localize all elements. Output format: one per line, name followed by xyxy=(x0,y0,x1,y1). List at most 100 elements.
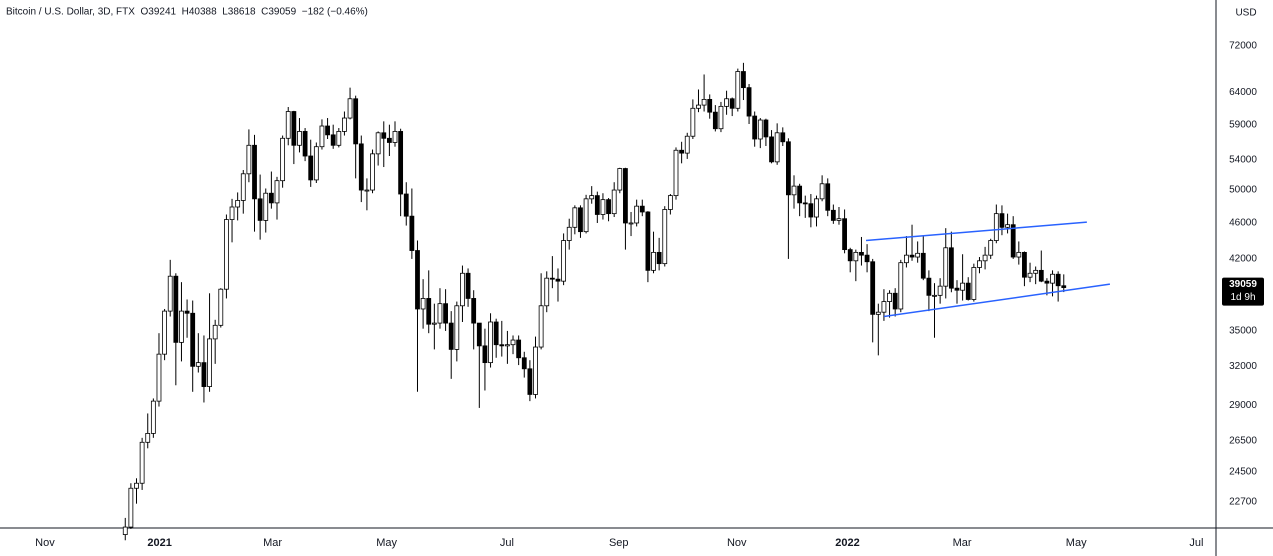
candle-body xyxy=(454,305,460,350)
candle-body xyxy=(920,252,926,279)
candle-body xyxy=(218,288,224,326)
candle-body xyxy=(870,261,876,315)
candle-body xyxy=(1027,272,1033,278)
candle-body xyxy=(993,213,999,241)
candle-body xyxy=(1005,224,1010,228)
candle-body xyxy=(904,254,909,264)
y-tick-label: 29000 xyxy=(1229,400,1257,411)
candle-body xyxy=(898,262,904,310)
candle-body xyxy=(460,272,465,307)
candle-body xyxy=(162,310,167,355)
candle-body xyxy=(774,132,780,163)
x-tick-label: 2021 xyxy=(147,537,171,549)
candle-body xyxy=(741,71,746,89)
candle-body xyxy=(268,192,274,204)
y-tick-label: 46000 xyxy=(1229,218,1257,229)
candle-body xyxy=(488,321,493,364)
candle-body xyxy=(156,353,162,402)
candle-body xyxy=(263,192,269,221)
x-tick-label: Mar xyxy=(953,537,972,549)
candle-body xyxy=(859,251,864,256)
candle-body xyxy=(521,357,527,370)
candle-body xyxy=(965,282,971,300)
candle-body xyxy=(887,292,892,302)
candle-body xyxy=(712,111,718,130)
candle-body xyxy=(881,301,887,313)
x-tick-label: May xyxy=(376,537,397,549)
y-tick-label: 50000 xyxy=(1229,185,1257,196)
candle-body xyxy=(1033,269,1039,274)
countdown-label: 1d 9h xyxy=(1230,292,1255,303)
candle-body xyxy=(426,298,432,325)
candle-body xyxy=(819,183,825,200)
candle-body xyxy=(842,218,847,251)
candle-body xyxy=(499,344,505,347)
candle-body xyxy=(853,251,859,262)
candle-body xyxy=(319,125,325,148)
candle-body xyxy=(437,303,443,324)
y-tick-label: 32000 xyxy=(1229,361,1257,372)
candle-body xyxy=(510,339,516,346)
candle-body xyxy=(555,278,561,282)
candle-body xyxy=(1061,285,1067,288)
candle-body xyxy=(493,321,499,346)
candle-body xyxy=(224,219,229,290)
candle-body xyxy=(538,305,544,348)
candle-body xyxy=(943,247,949,287)
x-tick-label: Nov xyxy=(35,537,55,549)
candle-body xyxy=(415,250,420,310)
candle-body xyxy=(718,105,724,130)
candle-body xyxy=(561,240,567,282)
candle-body xyxy=(150,400,156,434)
candle-body xyxy=(145,433,151,443)
candle-body xyxy=(342,117,347,132)
candle-body xyxy=(785,141,791,196)
candle-body xyxy=(926,277,932,296)
trendline xyxy=(865,221,1087,242)
candle-body xyxy=(735,71,741,109)
candle-body xyxy=(757,119,763,140)
candle-body xyxy=(977,260,982,268)
candle-body xyxy=(122,526,128,535)
candle-body xyxy=(336,131,342,146)
candle-body xyxy=(386,137,392,143)
candle-body xyxy=(791,185,797,196)
candle-body xyxy=(353,98,359,145)
candle-body xyxy=(229,206,235,220)
candle-body xyxy=(1022,251,1027,278)
candle-body xyxy=(240,173,246,201)
candle-body xyxy=(752,115,758,140)
y-tick-label: 22700 xyxy=(1229,497,1257,508)
candle-body xyxy=(252,144,257,200)
candle-body xyxy=(364,189,370,192)
candle-body xyxy=(583,198,589,233)
candle-body xyxy=(291,111,297,146)
candle-body xyxy=(847,249,853,262)
candle-body xyxy=(572,207,578,228)
candle-body xyxy=(600,199,606,215)
candle-body xyxy=(403,193,409,217)
candle-body xyxy=(864,254,870,263)
candle-body xyxy=(746,87,752,117)
candle-body xyxy=(325,125,330,136)
candle-body xyxy=(802,202,808,205)
candle-body xyxy=(195,362,201,367)
candle-body xyxy=(892,292,898,310)
candle-body xyxy=(167,275,173,312)
candle-body xyxy=(763,119,769,138)
y-tick-label: 26500 xyxy=(1229,435,1257,446)
trendline xyxy=(883,283,1111,318)
candle-body xyxy=(645,211,651,271)
candle-body xyxy=(544,277,550,307)
candle-body xyxy=(830,209,836,221)
candle-body xyxy=(954,287,960,291)
x-tick-label: Nov xyxy=(727,537,747,549)
candle-body xyxy=(482,345,488,364)
candle-body xyxy=(1016,251,1022,258)
candle-body xyxy=(673,149,679,197)
x-tick-label: Jul xyxy=(1189,537,1203,549)
candle-body xyxy=(409,215,415,251)
candle-body xyxy=(274,180,280,204)
candle-body xyxy=(330,134,336,146)
candle-body xyxy=(201,362,207,387)
